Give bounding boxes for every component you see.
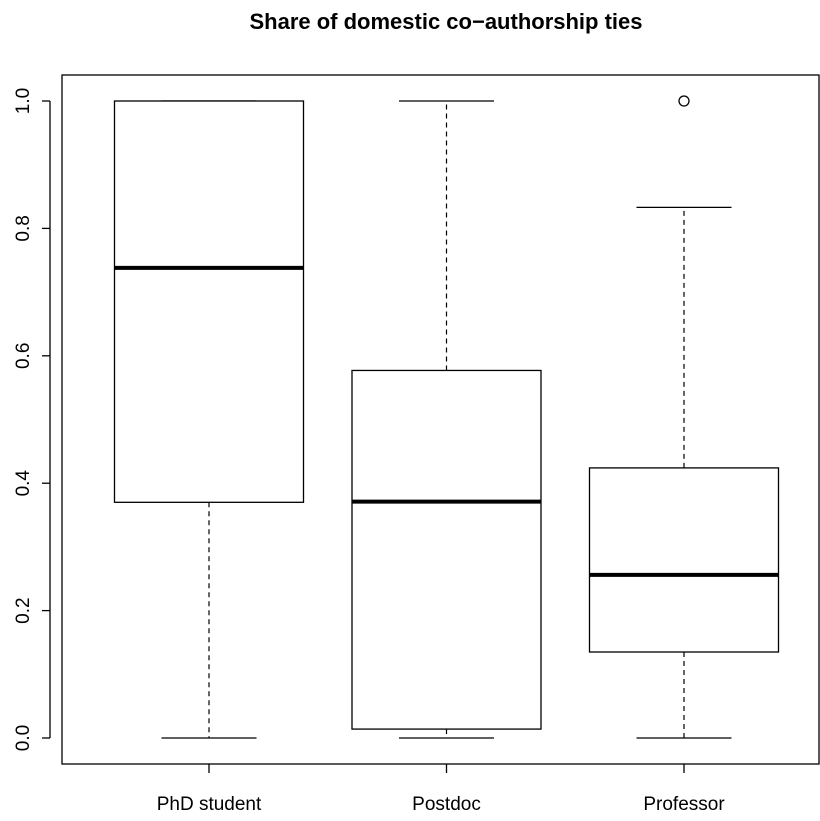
y-tick-label: 0.2 [13, 597, 34, 623]
iqr-box [113, 100, 305, 503]
x-tick-label: Professor [643, 794, 725, 815]
plot-frame [61, 74, 820, 765]
box-phd-student [113, 100, 305, 739]
x-tick-label: PhD student [157, 794, 262, 815]
y-axis: 0.0 0.2 0.4 0.6 0.8 1.0 [13, 88, 51, 751]
iqr-box [351, 369, 542, 730]
box-professor [588, 95, 780, 739]
x-axis: PhD student Postdoc Professor [157, 764, 725, 815]
y-tick-label: 1.0 [13, 88, 34, 114]
boxes-group [113, 95, 780, 739]
chart-title: Share of domestic co−authorship ties [249, 9, 642, 34]
y-tick-label: 0.4 [13, 470, 34, 497]
x-tick-label: Postdoc [412, 794, 481, 815]
outlier-point [678, 95, 690, 107]
box-postdoc [351, 100, 542, 739]
y-tick-label: 0.6 [13, 343, 34, 369]
y-tick-label: 0.0 [13, 725, 34, 751]
y-tick-label: 0.8 [13, 215, 34, 241]
iqr-box [588, 467, 780, 653]
